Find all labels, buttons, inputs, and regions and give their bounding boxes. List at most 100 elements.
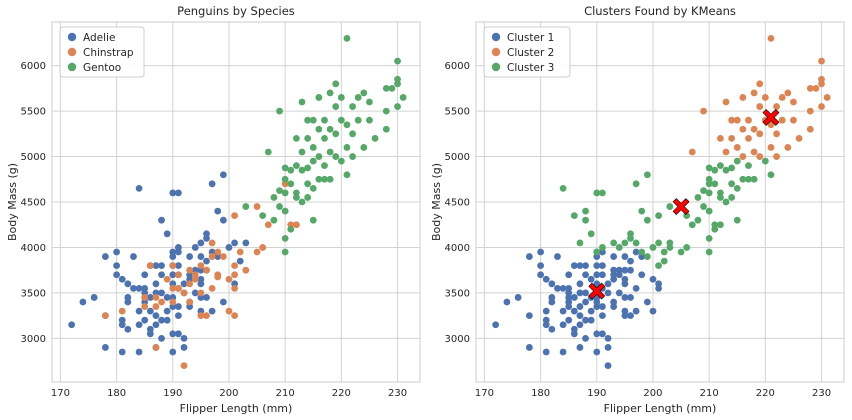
point-cluster-3 bbox=[733, 184, 741, 192]
legend-marker-chinstrap bbox=[67, 47, 77, 57]
point-cluster-1 bbox=[621, 294, 629, 301]
point-adelie bbox=[124, 325, 132, 333]
point-cluster-1 bbox=[565, 271, 573, 279]
point-chinstrap bbox=[231, 271, 238, 279]
point-gentoo bbox=[281, 234, 289, 242]
point-cluster-3 bbox=[593, 189, 601, 197]
x-axis-label: Flipper Length (mm) bbox=[180, 402, 293, 415]
point-chinstrap bbox=[231, 262, 238, 270]
point-gentoo bbox=[270, 216, 278, 224]
point-gentoo bbox=[332, 153, 340, 160]
point-cluster-3 bbox=[677, 248, 685, 256]
point-adelie bbox=[203, 257, 210, 265]
point-gentoo bbox=[304, 116, 312, 124]
point-cluster-1 bbox=[599, 303, 606, 310]
point-cluster-3 bbox=[627, 234, 634, 242]
point-cluster-1 bbox=[559, 321, 567, 329]
point-adelie bbox=[118, 348, 126, 356]
point-gentoo bbox=[321, 162, 328, 170]
point-cluster-3 bbox=[745, 175, 752, 183]
point-adelie bbox=[163, 307, 171, 315]
point-chinstrap bbox=[118, 307, 126, 315]
point-cluster-3 bbox=[638, 207, 646, 215]
point-gentoo bbox=[298, 166, 306, 174]
point-cluster-1 bbox=[649, 275, 657, 283]
point-adelie bbox=[163, 294, 171, 301]
point-cluster-3 bbox=[638, 248, 646, 256]
point-chinstrap bbox=[208, 253, 216, 260]
point-cluster-3 bbox=[750, 175, 758, 183]
x-tick-label: 230 bbox=[812, 388, 831, 399]
y-tick-label: 4000 bbox=[21, 243, 46, 254]
point-chinstrap bbox=[141, 294, 149, 301]
point-cluster-2 bbox=[767, 121, 775, 129]
point-cluster-3 bbox=[716, 221, 724, 229]
point-cluster-3 bbox=[722, 198, 730, 206]
point-cluster-2 bbox=[767, 144, 775, 151]
point-cluster-2 bbox=[739, 125, 747, 133]
point-adelie bbox=[135, 284, 143, 292]
point-cluster-2 bbox=[739, 94, 747, 101]
point-cluster-3 bbox=[615, 244, 623, 251]
point-cluster-3 bbox=[599, 244, 606, 251]
point-gentoo bbox=[382, 107, 390, 115]
point-cluster-1 bbox=[643, 298, 651, 306]
point-gentoo bbox=[281, 189, 289, 197]
point-gentoo bbox=[276, 203, 283, 210]
legend-box bbox=[483, 26, 571, 78]
point-gentoo bbox=[366, 98, 373, 106]
point-cluster-2 bbox=[750, 89, 758, 97]
point-adelie bbox=[158, 262, 165, 270]
point-cluster-3 bbox=[643, 171, 651, 179]
point-adelie bbox=[152, 312, 160, 320]
point-gentoo bbox=[326, 175, 334, 183]
point-cluster-3 bbox=[711, 166, 719, 174]
point-cluster-3 bbox=[733, 157, 741, 165]
point-cluster-1 bbox=[576, 303, 584, 310]
point-cluster-2 bbox=[784, 89, 792, 97]
point-adelie bbox=[236, 257, 244, 265]
point-cluster-3 bbox=[705, 207, 713, 215]
point-cluster-3 bbox=[582, 207, 589, 215]
point-adelie bbox=[158, 271, 165, 279]
x-tick-label: 180 bbox=[107, 388, 126, 399]
point-cluster-3 bbox=[666, 244, 674, 251]
point-adelie bbox=[169, 248, 177, 256]
point-cluster-1 bbox=[604, 280, 612, 288]
point-gentoo bbox=[270, 194, 278, 201]
point-cluster-3 bbox=[688, 221, 696, 229]
point-cluster-2 bbox=[700, 107, 707, 115]
point-cluster-3 bbox=[767, 171, 775, 179]
point-cluster-1 bbox=[537, 271, 545, 279]
point-adelie bbox=[219, 216, 227, 224]
x-tick-label: 170 bbox=[475, 388, 494, 399]
x-axis-label: Flipper Length (mm) bbox=[604, 402, 717, 415]
point-gentoo bbox=[337, 94, 345, 101]
point-gentoo bbox=[326, 89, 334, 97]
point-cluster-1 bbox=[610, 266, 618, 274]
point-cluster-1 bbox=[627, 257, 634, 265]
point-cluster-3 bbox=[643, 216, 651, 224]
point-adelie bbox=[113, 248, 121, 256]
point-cluster-3 bbox=[716, 162, 724, 170]
point-cluster-1 bbox=[587, 307, 595, 315]
point-adelie bbox=[175, 262, 182, 270]
point-gentoo bbox=[394, 75, 401, 83]
point-cluster-3 bbox=[632, 239, 640, 247]
point-cluster-3 bbox=[593, 248, 601, 256]
point-gentoo bbox=[276, 187, 283, 195]
point-adelie bbox=[180, 280, 188, 288]
point-gentoo bbox=[388, 84, 396, 92]
point-cluster-2 bbox=[739, 153, 747, 160]
point-adelie bbox=[175, 303, 182, 310]
point-adelie bbox=[146, 307, 154, 315]
y-tick-label: 4500 bbox=[445, 198, 470, 209]
point-cluster-1 bbox=[576, 289, 584, 297]
point-gentoo bbox=[337, 116, 345, 124]
point-cluster-3 bbox=[705, 164, 713, 172]
point-adelie bbox=[175, 330, 182, 338]
point-cluster-1 bbox=[542, 307, 550, 315]
point-cluster-1 bbox=[627, 312, 634, 320]
point-cluster-2 bbox=[767, 34, 775, 42]
